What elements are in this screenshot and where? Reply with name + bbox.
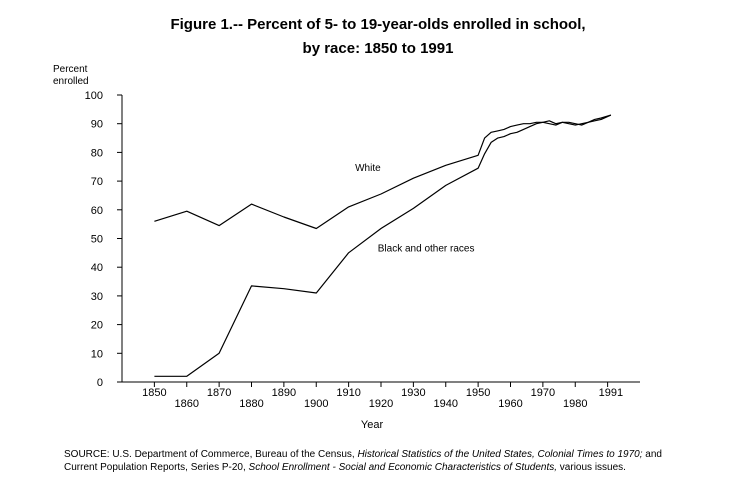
y-axis-label-line1: Percent — [53, 64, 88, 75]
series-line-white — [154, 114, 612, 230]
x-tick-label: 1900 — [304, 398, 328, 410]
source-note-line2: Current Population Reports, Series P-20,… — [64, 461, 724, 474]
y-tick-label: 0 — [97, 377, 103, 389]
chart-subtitle: by race: 1850 to 1991 — [302, 40, 454, 57]
x-tick-label: 1890 — [272, 387, 296, 399]
y-tick-label: 10 — [91, 348, 103, 360]
series-line-black-and-other-races — [154, 114, 612, 377]
x-tick-label: 1950 — [466, 387, 490, 399]
y-tick-label: 40 — [91, 262, 103, 274]
line-chart: 0 10 20 30 40 50 60 70 80 90 100 1850 1870 1890 1910 19… — [85, 90, 640, 431]
source-text-2b: School Enrollment - Social and Economic … — [248, 462, 558, 473]
y-tick-label: 80 — [91, 147, 103, 159]
y-tick-label: 50 — [91, 234, 103, 246]
source-text-1b: Historical Statistics of the United Stat… — [357, 449, 643, 460]
x-tick-label: 1880 — [239, 398, 263, 410]
source-text-1a: SOURCE: U.S. Department of Commerce, Bur… — [64, 449, 358, 460]
y-tick-label: 20 — [91, 320, 103, 332]
x-tick-label: 1940 — [434, 398, 458, 410]
y-tick-label: 60 — [91, 205, 103, 217]
x-axis-label: Year — [361, 419, 384, 431]
y-axis-label-line2: enrolled — [53, 76, 89, 87]
x-tick-label: 1960 — [498, 398, 522, 410]
source-note-line1: SOURCE: U.S. Department of Commerce, Bur… — [64, 448, 724, 461]
x-tick-label: 1850 — [142, 387, 166, 399]
series-label: White — [355, 163, 381, 174]
source-text-2a: Current Population Reports, Series P-20, — [64, 462, 249, 473]
y-tick-label: 70 — [91, 176, 103, 188]
source-text-1c: and — [642, 449, 662, 460]
chart-title: Figure 1.-- Percent of 5- to 19-year-old… — [170, 16, 586, 33]
y-tick-label: 100 — [85, 90, 103, 102]
x-tick-label: 1970 — [531, 387, 555, 399]
x-tick-label: 1870 — [207, 387, 231, 399]
x-tick-label: 1991 — [599, 387, 623, 399]
source-text-2c: various issues. — [557, 462, 626, 473]
x-tick-label: 1930 — [401, 387, 425, 399]
x-tick-label: 1920 — [369, 398, 393, 410]
y-tick-label: 30 — [91, 291, 103, 303]
y-tick-label: 90 — [91, 119, 103, 131]
x-tick-label: 1860 — [175, 398, 199, 410]
series-label: Black and other races — [378, 243, 475, 254]
x-tick-label: 1980 — [563, 398, 587, 410]
x-tick-label: 1910 — [336, 387, 360, 399]
